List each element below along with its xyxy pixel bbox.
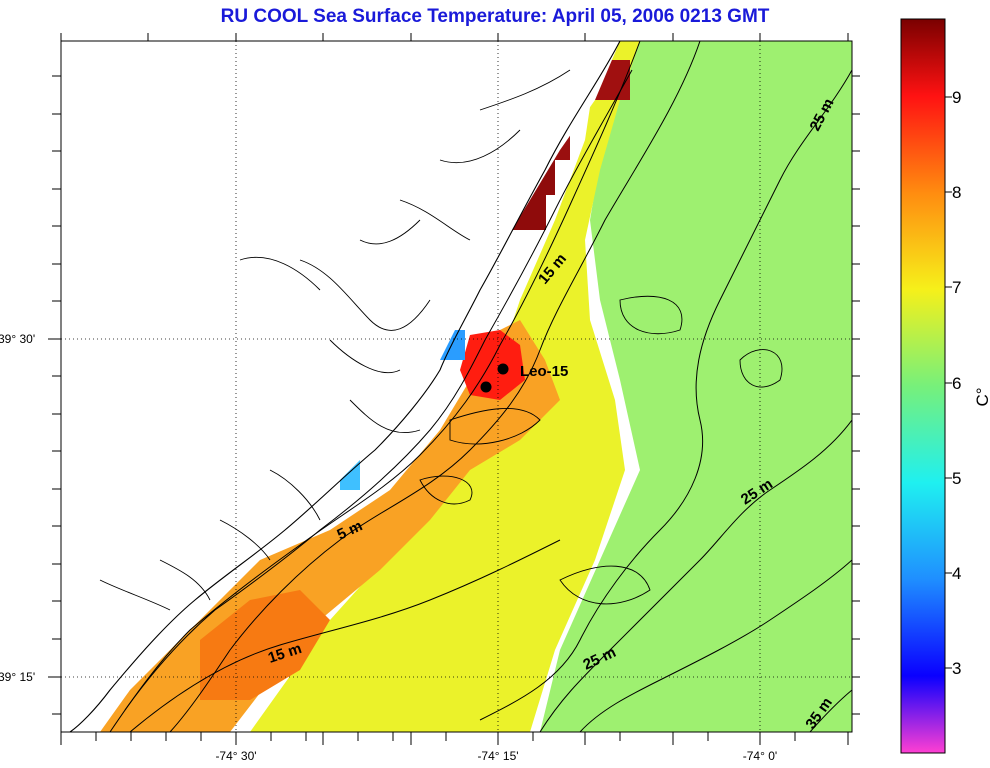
contour-15m-b <box>129 539 561 732</box>
colorbar-tick-4: 4 <box>952 564 961 583</box>
barrier-island-line <box>124 69 633 711</box>
lon-label-74-30: -74° 30' <box>215 749 256 763</box>
contour-25m-b <box>539 419 852 732</box>
contour-25m-c <box>579 559 852 732</box>
colorbar-tick-7: 7 <box>952 278 961 297</box>
land-area <box>61 41 620 732</box>
contour-35m <box>809 689 852 732</box>
leo15-label: Leo-15 <box>520 363 568 380</box>
map-frame <box>60 40 853 733</box>
lon-label-74-0: -74° 0' <box>743 749 777 763</box>
colorbar-tick-5: 5 <box>952 469 961 488</box>
sst-orange-spot <box>200 590 330 700</box>
lon-label-74-15: -74° 15' <box>477 749 518 763</box>
sst-yellow-band <box>250 41 640 732</box>
lat-label-39-15: 39° 15' <box>0 670 35 684</box>
colorbar-unit-label: C° <box>973 387 990 406</box>
leo15-node-b-marker[interactable] <box>480 381 492 393</box>
colorbar-tick-3: 3 <box>952 659 961 678</box>
map-title: RU COOL Sea Surface Temperature: April 0… <box>220 6 770 27</box>
colorbar-ticks <box>945 96 952 669</box>
colorbar-tick-6: 6 <box>952 374 961 393</box>
leo15-node-a-marker[interactable] <box>497 363 509 375</box>
contour-15m-a <box>169 41 701 732</box>
coastline <box>69 41 621 732</box>
frame-ticks <box>48 33 860 745</box>
colorbar-tick-8: 8 <box>952 183 961 202</box>
lat-label-39-30: 39° 30' <box>0 332 35 346</box>
contour-5m <box>109 41 641 732</box>
inland-marsh-lines <box>99 69 571 611</box>
contour-25m-a <box>479 69 852 721</box>
colorbar <box>900 18 946 754</box>
contour-shoals <box>419 295 783 605</box>
sst-red-patch <box>460 330 525 400</box>
colorbar-tick-9: 9 <box>952 88 961 107</box>
